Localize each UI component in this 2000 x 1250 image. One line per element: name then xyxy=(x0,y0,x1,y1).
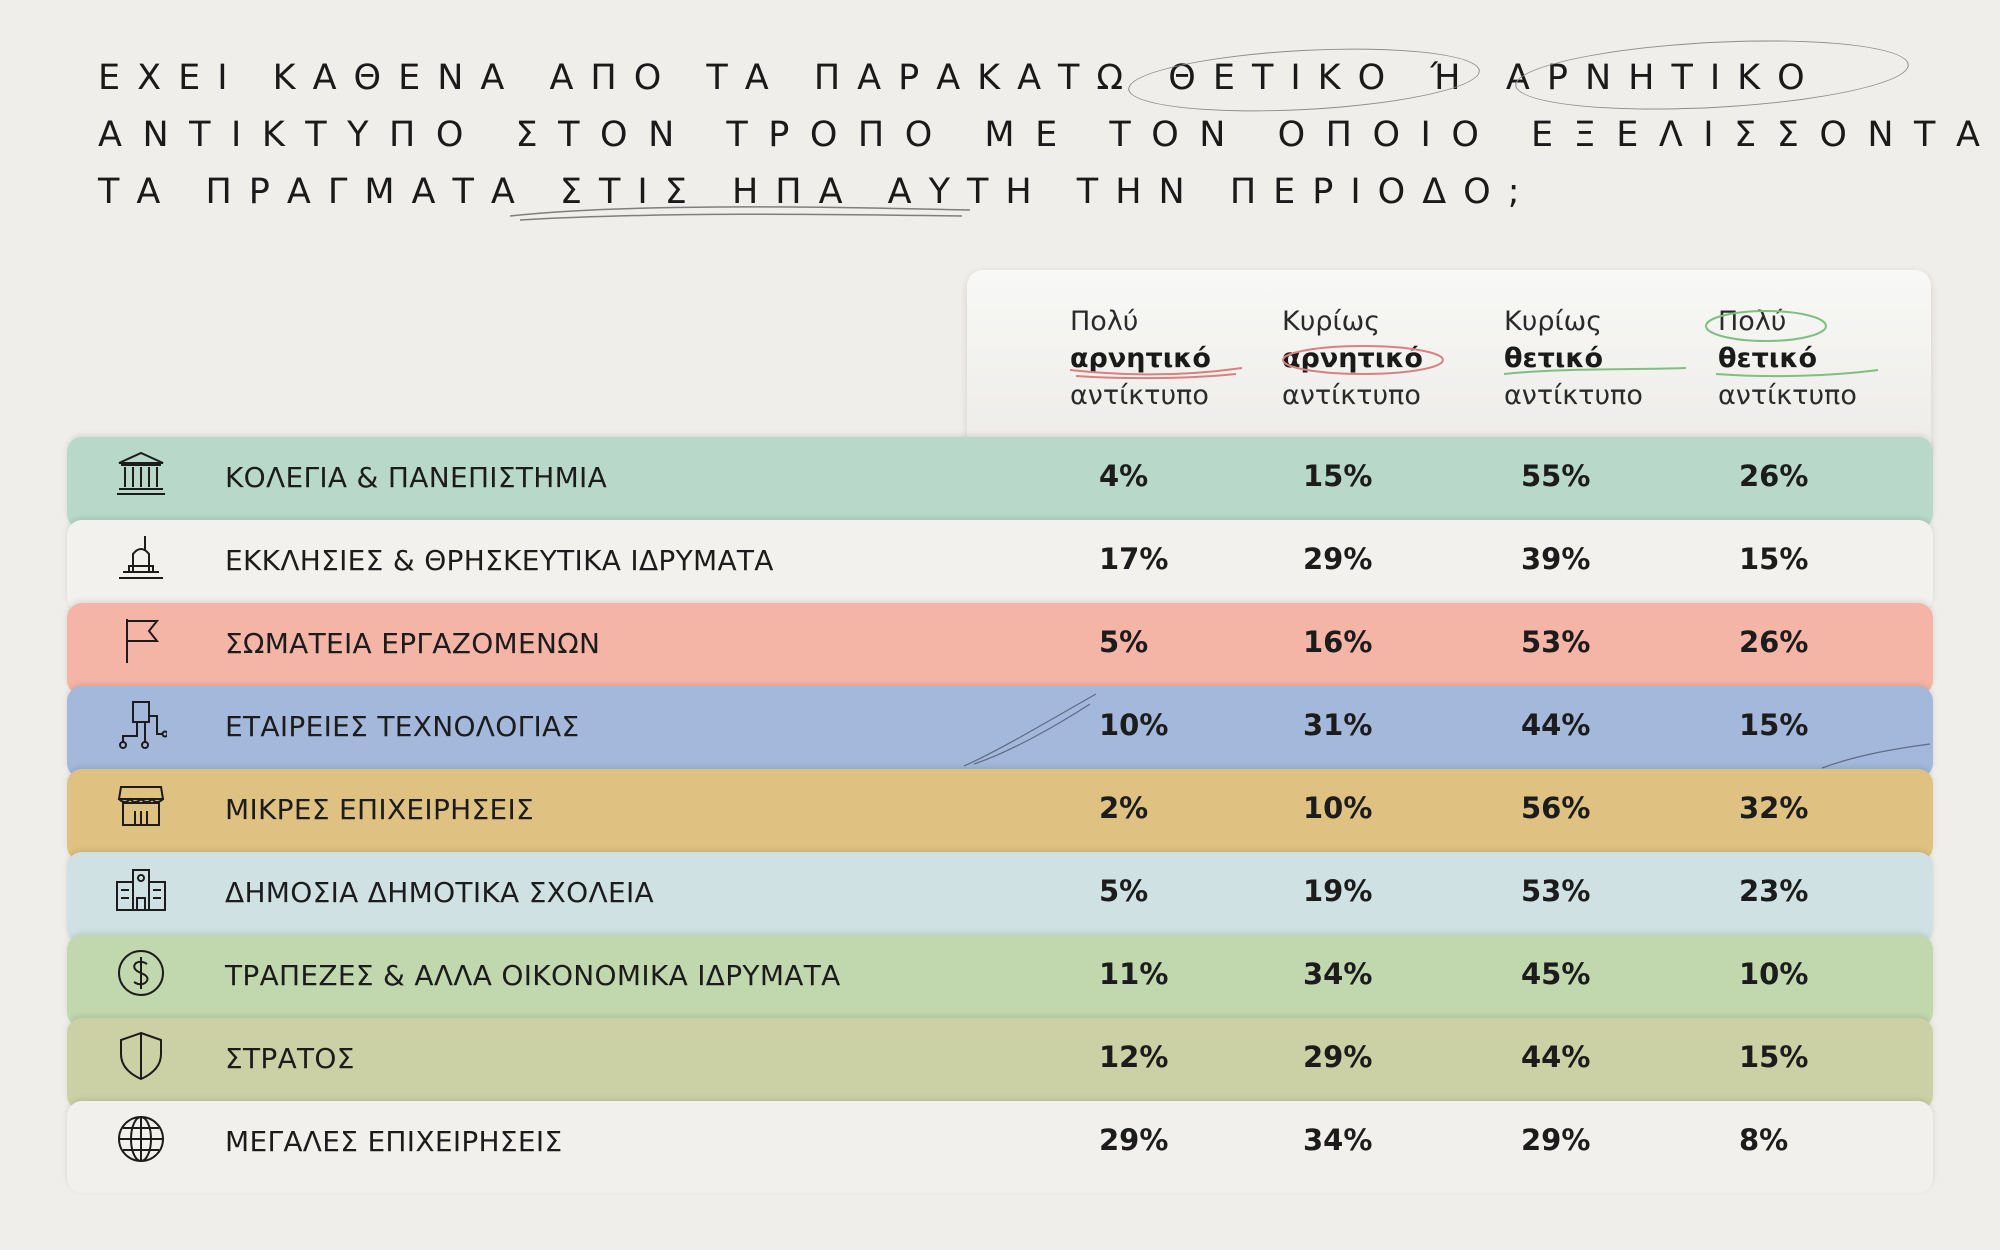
row-label: ΤΡΑΠΕΖΕΣ & ΑΛΛΑ ΟΙΚΟΝΟΜΙΚΑ ΙΔΡΥΜΑΤΑ xyxy=(225,959,841,992)
dollar-icon xyxy=(115,947,167,999)
value-mostly-positive: 55% xyxy=(1521,459,1591,493)
church-icon xyxy=(115,532,167,584)
table-row-public-schools: ΔΗΜΟΣΙΑ ΔΗΜΟΤΙΚΑ ΣΧΟΛΕΙΑ 5% 19% 53% 23% xyxy=(67,852,1933,944)
row-label: ΜΕΓΑΛΕΣ ΕΠΙΧΕΙΡΗΣΕΙΣ xyxy=(225,1125,563,1158)
value-mostly-negative: 34% xyxy=(1303,1123,1373,1157)
value-mostly-negative: 29% xyxy=(1303,542,1373,576)
col-header-bold: θετικό xyxy=(1504,343,1604,374)
flag-icon xyxy=(115,615,167,667)
col-header-bold: αρνητικό xyxy=(1070,343,1211,374)
table-row-unions: ΣΩΜΑΤΕΙΑ ΕΡΓΑΖΟΜΕΝΩΝ 5% 16% 53% 26% xyxy=(67,603,1933,695)
value-very-positive: 8% xyxy=(1739,1123,1789,1157)
col-header-bold: θετικό xyxy=(1718,343,1818,374)
col-header-bottom: αντίκτυπο xyxy=(1504,380,1643,411)
value-very-negative: 11% xyxy=(1099,957,1169,991)
value-mostly-positive: 53% xyxy=(1521,874,1591,908)
chart-title: ΕΧΕΙ ΚΑΘΕΝΑ ΑΠΟ ΤΑ ΠΑΡΑΚΑΤΩ ΘΕΤΙΚΟ Ή ΑΡΝ… xyxy=(98,50,2000,221)
value-very-positive: 10% xyxy=(1739,957,1809,991)
value-mostly-positive: 53% xyxy=(1521,625,1591,659)
table-row-tech-companies: ΕΤΑΙΡΕΙΕΣ ΤΕΧΝΟΛΟΓΙΑΣ 10% 31% 44% 15% xyxy=(67,686,1933,778)
table-row-military: ΣΤΡΑΤΟΣ 12% 29% 44% 15% xyxy=(67,1018,1933,1110)
value-mostly-negative: 16% xyxy=(1303,625,1373,659)
value-mostly-positive: 45% xyxy=(1521,957,1591,991)
value-mostly-negative: 31% xyxy=(1303,708,1373,742)
col-header-bottom: αντίκτυπο xyxy=(1282,380,1421,411)
col-header-top: Πολύ xyxy=(1070,306,1139,337)
value-very-positive: 26% xyxy=(1739,459,1809,493)
value-mostly-negative: 19% xyxy=(1303,874,1373,908)
col-header-top: Πολύ xyxy=(1718,306,1787,337)
value-mostly-negative: 15% xyxy=(1303,459,1373,493)
value-mostly-positive: 39% xyxy=(1521,542,1591,576)
column-header-card xyxy=(967,270,1931,460)
value-mostly-negative: 29% xyxy=(1303,1040,1373,1074)
value-very-negative: 2% xyxy=(1099,791,1149,825)
value-very-negative: 5% xyxy=(1099,625,1149,659)
value-very-positive: 15% xyxy=(1739,708,1809,742)
value-very-positive: 15% xyxy=(1739,542,1809,576)
globe-icon xyxy=(115,1113,167,1165)
row-label: ΣΩΜΑΤΕΙΑ ΕΡΓΑΖΟΜΕΝΩΝ xyxy=(225,627,601,660)
row-label: ΕΚΚΛΗΣΙΕΣ & ΘΡΗΣΚΕΥΤΙΚΑ ΙΔΡΥΜΑΤΑ xyxy=(225,544,774,577)
row-label: ΔΗΜΟΣΙΑ ΔΗΜΟΤΙΚΑ ΣΧΟΛΕΙΑ xyxy=(225,876,654,909)
title-line-1: ΕΧΕΙ ΚΑΘΕΝΑ ΑΠΟ ΤΑ ΠΑΡΑΚΑΤΩ ΘΕΤΙΚΟ Ή ΑΡΝ… xyxy=(98,58,1822,98)
value-very-positive: 32% xyxy=(1739,791,1809,825)
value-mostly-positive: 44% xyxy=(1521,708,1591,742)
value-mostly-positive: 44% xyxy=(1521,1040,1591,1074)
col-header-bold: αρνητικό xyxy=(1282,343,1423,374)
value-very-negative: 10% xyxy=(1099,708,1169,742)
col-header-bottom: αντίκτυπο xyxy=(1718,380,1857,411)
value-mostly-positive: 56% xyxy=(1521,791,1591,825)
row-label: ΣΤΡΑΤΟΣ xyxy=(225,1042,355,1075)
table-row-big-businesses: ΜΕΓΑΛΕΣ ΕΠΙΧΕΙΡΗΣΕΙΣ 29% 34% 29% 8% xyxy=(67,1101,1933,1193)
university-icon xyxy=(115,449,167,501)
value-very-positive: 15% xyxy=(1739,1040,1809,1074)
title-line-2: ΑΝΤΙΚΤΥΠΟ ΣΤΟΝ ΤΡΟΠΟ ΜΕ ΤΟΝ ΟΠΟΙΟ ΕΞΕΛΙΣ… xyxy=(98,115,2000,155)
col-header-bottom: αντίκτυπο xyxy=(1070,380,1209,411)
table-row-banks: ΤΡΑΠΕΖΕΣ & ΑΛΛΑ ΟΙΚΟΝΟΜΙΚΑ ΙΔΡΥΜΑΤΑ 11% … xyxy=(67,935,1933,1027)
table-row-colleges: ΚΟΛΕΓΙΑ & ΠΑΝΕΠΙΣΤΗΜΙΑ 4% 15% 55% 26% xyxy=(67,437,1933,529)
col-header-mostly-negative: Κυρίως αρνητικό αντίκτυπο xyxy=(1282,303,1423,414)
school-icon xyxy=(115,864,167,916)
row-label: ΜΙΚΡΕΣ ΕΠΙΧΕΙΡΗΣΕΙΣ xyxy=(225,793,535,826)
title-line-3: ΤΑ ΠΡΑΓΜΑΤΑ ΣΤΙΣ ΗΠΑ ΑΥΤΗ ΤΗΝ ΠΕΡΙΟΔΟ; xyxy=(98,172,1537,212)
value-very-negative: 29% xyxy=(1099,1123,1169,1157)
shield-icon xyxy=(115,1030,167,1082)
col-header-top: Κυρίως xyxy=(1282,306,1381,337)
table-row-churches: ΕΚΚΛΗΣΙΕΣ & ΘΡΗΣΚΕΥΤΙΚΑ ΙΔΡΥΜΑΤΑ 17% 29%… xyxy=(67,520,1933,612)
value-very-negative: 12% xyxy=(1099,1040,1169,1074)
value-mostly-positive: 29% xyxy=(1521,1123,1591,1157)
row-label: ΚΟΛΕΓΙΑ & ΠΑΝΕΠΙΣΤΗΜΙΑ xyxy=(225,461,608,494)
col-header-mostly-positive: Κυρίως θετικό αντίκτυπο xyxy=(1504,303,1643,414)
table-row-small-businesses: ΜΙΚΡΕΣ ΕΠΙΧΕΙΡΗΣΕΙΣ 2% 10% 56% 32% xyxy=(67,769,1933,861)
row-label: ΕΤΑΙΡΕΙΕΣ ΤΕΧΝΟΛΟΓΙΑΣ xyxy=(225,710,580,743)
value-very-negative: 17% xyxy=(1099,542,1169,576)
circuit-icon xyxy=(115,698,169,750)
value-very-negative: 5% xyxy=(1099,874,1149,908)
col-header-very-negative: Πολύ αρνητικό αντίκτυπο xyxy=(1070,303,1211,414)
col-header-very-positive: Πολύ θετικό αντίκτυπο xyxy=(1718,303,1857,414)
col-header-top: Κυρίως xyxy=(1504,306,1603,337)
value-very-positive: 23% xyxy=(1739,874,1809,908)
value-mostly-negative: 10% xyxy=(1303,791,1373,825)
value-very-negative: 4% xyxy=(1099,459,1149,493)
store-icon xyxy=(115,781,167,833)
value-very-positive: 26% xyxy=(1739,625,1809,659)
value-mostly-negative: 34% xyxy=(1303,957,1373,991)
